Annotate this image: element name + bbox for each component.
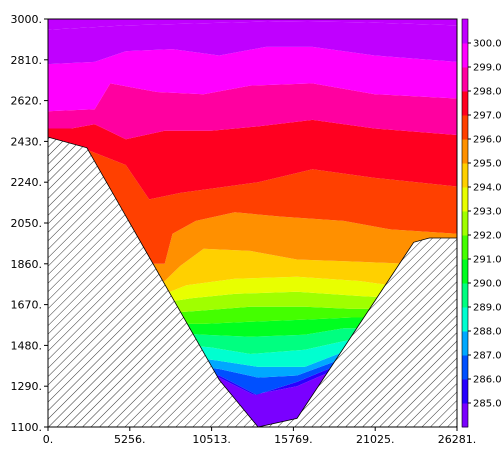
y-tick-label: 2620.: [11, 95, 43, 108]
colorbar-label: 293.0: [473, 207, 502, 218]
colorbar-label: 299.0: [473, 63, 502, 74]
colorbar-swatch: [462, 403, 468, 428]
colorbar-swatch: [462, 259, 468, 284]
colorbar-swatch: [462, 115, 468, 140]
colorbar-label: 286.0: [473, 375, 502, 386]
colorbar-label: 290.0: [473, 279, 502, 290]
colorbar-label: 287.0: [473, 351, 502, 362]
x-tick-label: 0.: [43, 433, 54, 446]
y-tick-label: 2240.: [11, 176, 43, 189]
colorbar-label: 300.0: [473, 39, 502, 50]
y-tick-label: 1100.: [11, 421, 43, 434]
colorbar-swatch: [462, 211, 468, 236]
y-tick-label: 2810.: [11, 54, 43, 67]
y-axis: 1100. 1290. 1480. 1670. 1860. 2050. 2240. 2430.…: [11, 13, 48, 434]
y-tick-label: 2050.: [11, 217, 43, 230]
colorbar-swatch: [462, 67, 468, 92]
contour-band-13: [48, 119, 457, 200]
contour-band-16: [48, 21, 457, 65]
colorbar: 285.0 286.0 287.0 288.0 289.0 290.0 291.0 292.0…: [461, 18, 502, 428]
y-tick-label: 1290.: [11, 380, 43, 393]
terrain: [48, 136, 457, 427]
contour-band-2: [48, 347, 457, 395]
colorbar-swatch: [462, 187, 468, 212]
colorbar-swatch: [462, 379, 468, 404]
x-tick-label: 15769.: [274, 433, 313, 446]
colorbar-swatch: [462, 163, 468, 188]
contour-band-14: [48, 83, 457, 140]
y-tick-label: 1480.: [11, 339, 43, 352]
contour-band-15: [48, 46, 457, 112]
y-tick-label: 3000.: [11, 13, 43, 26]
x-tick-label: 10513.: [192, 433, 231, 446]
colorbar-label: 292.0: [473, 231, 502, 242]
x-tick-label: 21025.: [356, 433, 395, 446]
colorbar-swatch: [462, 331, 468, 356]
colorbar-swatch: [462, 235, 468, 260]
x-tick-label: 26281.: [438, 433, 477, 446]
y-tick-label: 1860.: [11, 258, 43, 271]
colorbar-swatch: [462, 19, 468, 44]
y-tick-label: 1670.: [11, 299, 43, 312]
colorbar-swatch: [462, 91, 468, 116]
colorbar-label: 288.0: [473, 327, 502, 338]
colorbar-label: 297.0: [473, 111, 502, 122]
colorbar-swatch: [462, 139, 468, 164]
colorbar-label: 296.0: [473, 135, 502, 146]
colorbar-label: 295.0: [473, 159, 502, 170]
colorbar-swatch: [462, 43, 468, 68]
colorbar-swatch: [462, 355, 468, 380]
colorbar-label: 298.0: [473, 87, 502, 98]
colorbar-swatch: [462, 307, 468, 332]
y-tick-label: 2430.: [11, 135, 43, 148]
colorbar-label: 291.0: [473, 255, 502, 266]
x-tick-label: 5256.: [114, 433, 146, 446]
x-axis: 0. 5256. 10513. 15769. 21025. 26281.: [43, 427, 477, 446]
colorbar-label: 289.0: [473, 303, 502, 314]
colorbar-frame: [461, 18, 469, 428]
terrain-fill: [48, 136, 457, 427]
colorbar-label: 285.0: [473, 399, 502, 410]
colorbar-swatch: [462, 283, 468, 308]
colorbar-label: 294.0: [473, 183, 502, 194]
contour-band-17: [48, 19, 457, 30]
contour-band-12: [48, 143, 457, 264]
